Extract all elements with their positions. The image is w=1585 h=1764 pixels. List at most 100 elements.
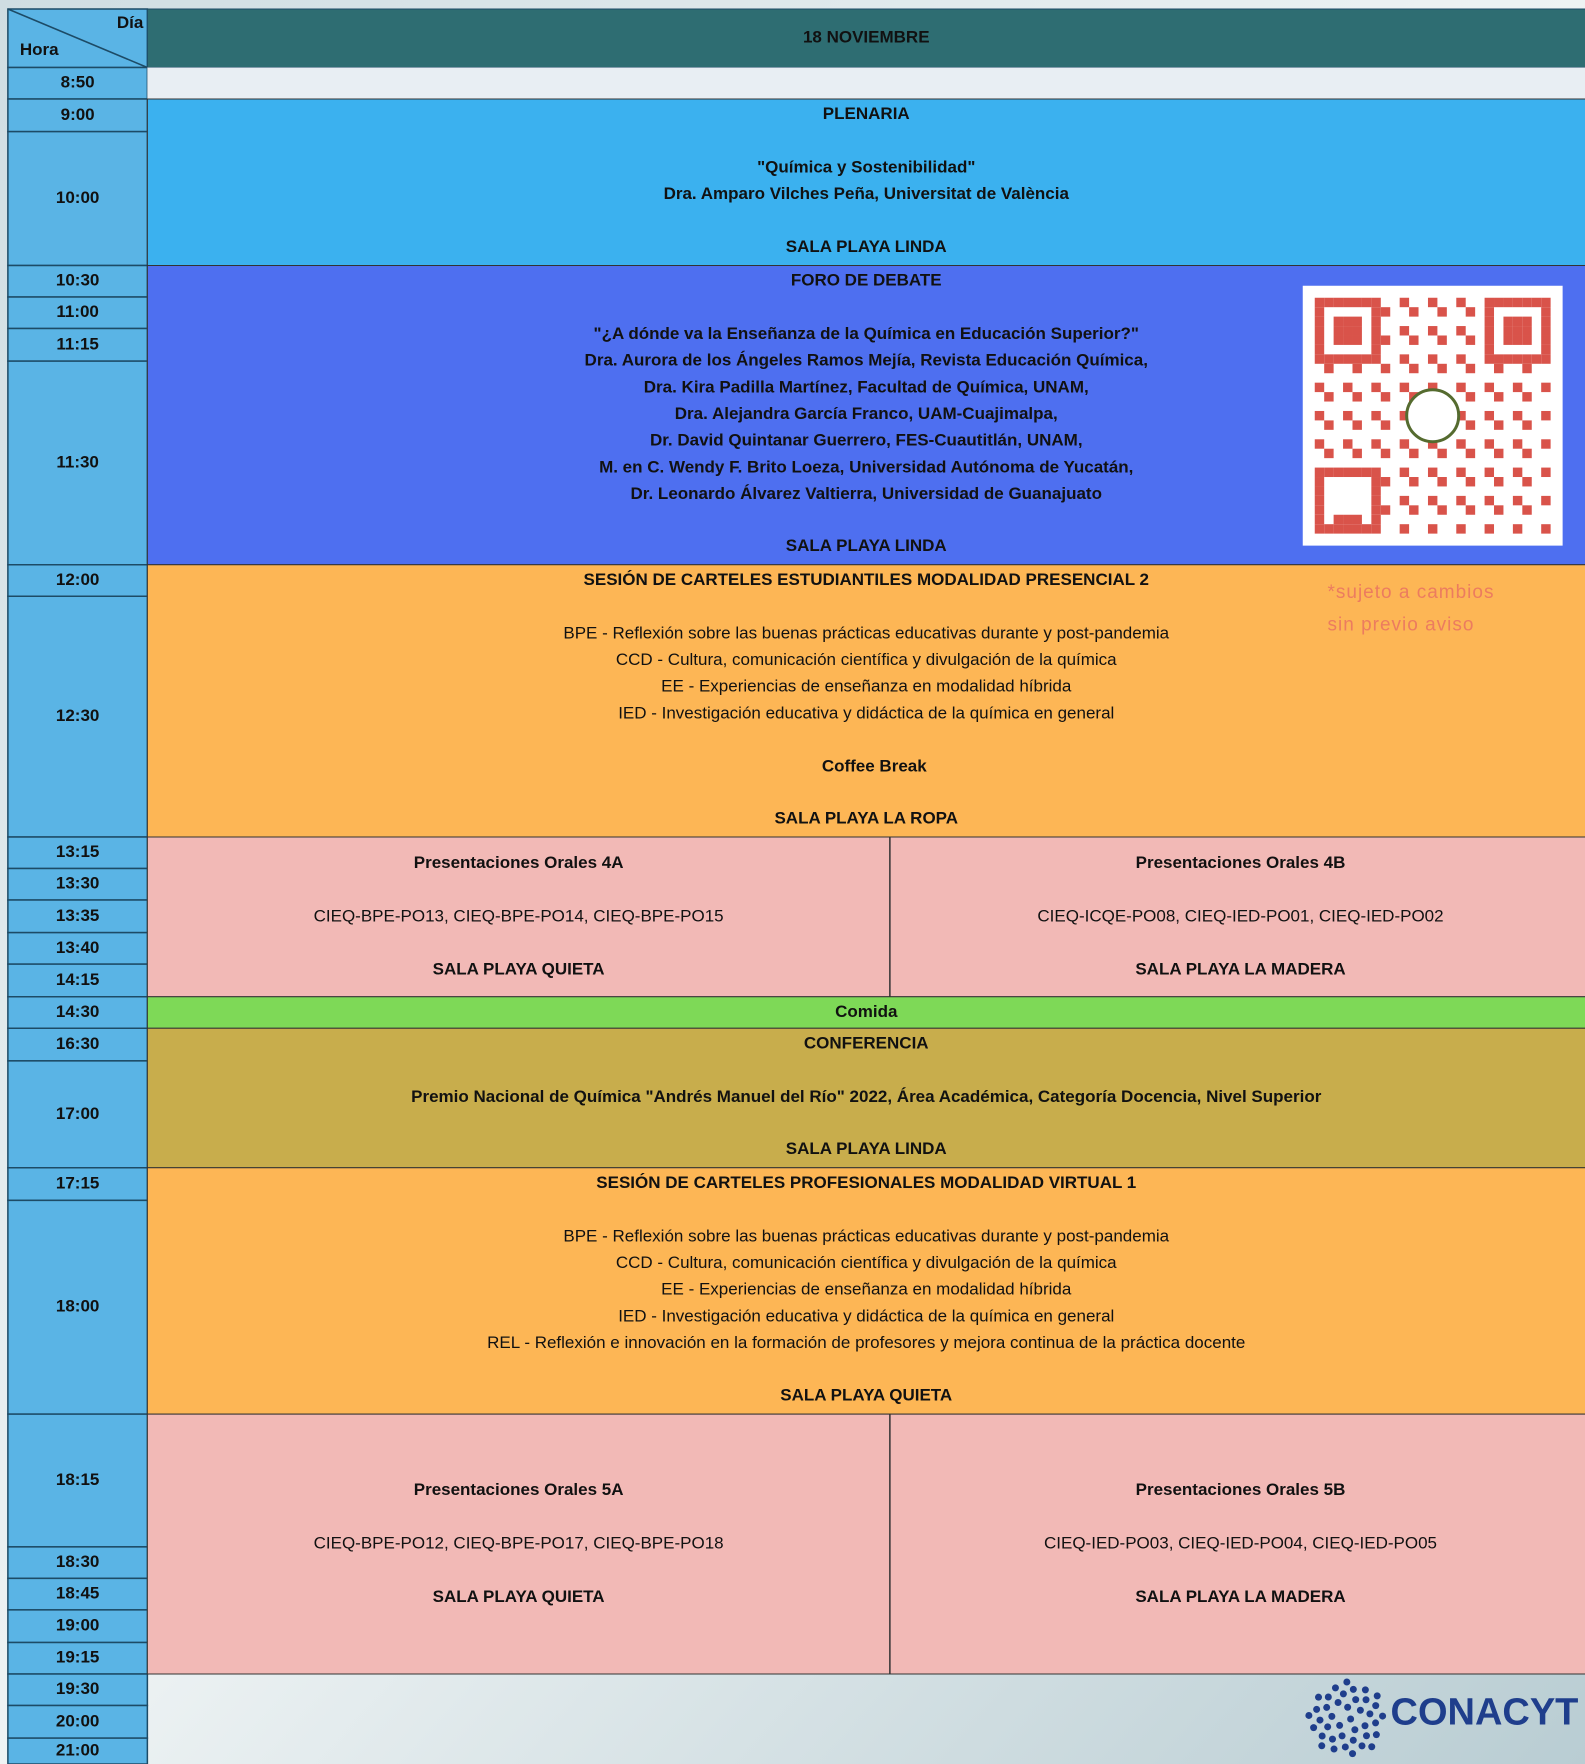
qr-module bbox=[1465, 335, 1476, 345]
qr-module bbox=[1427, 467, 1438, 478]
qr-module bbox=[1361, 467, 1372, 478]
qr-module bbox=[1503, 297, 1513, 308]
qr-module bbox=[1333, 467, 1344, 478]
logo-dot bbox=[1328, 1712, 1336, 1720]
qr-module bbox=[1465, 477, 1476, 487]
time-label: 18:15 bbox=[56, 1470, 99, 1489]
time-label: 20:00 bbox=[56, 1711, 99, 1730]
qr-module bbox=[1541, 326, 1551, 336]
empty-row bbox=[147, 67, 1585, 99]
time-label: 12:00 bbox=[56, 570, 99, 589]
qr-module bbox=[1371, 486, 1381, 496]
qr-module bbox=[1314, 486, 1325, 496]
time-label: 11:00 bbox=[56, 302, 99, 321]
qr-module bbox=[1380, 363, 1391, 374]
session-codes: CIEQ-ICQE-PO08, CIEQ-IED-PO01, CIEQ-IED-… bbox=[1037, 906, 1443, 925]
session-title: SESIÓN DE CARTELES ESTUDIANTILES MODALID… bbox=[584, 570, 1149, 589]
qr-module bbox=[1409, 335, 1419, 345]
qr-module bbox=[1456, 467, 1466, 478]
qr-module bbox=[1324, 363, 1334, 374]
logo-dot bbox=[1341, 1743, 1349, 1751]
session-title: FORO DE DEBATE bbox=[791, 271, 942, 290]
qr-module bbox=[1456, 495, 1466, 506]
qr-module bbox=[1541, 524, 1551, 534]
logo-dot bbox=[1324, 1723, 1332, 1731]
qr-module bbox=[1343, 316, 1353, 327]
qr-module bbox=[1465, 363, 1476, 374]
logo-dot bbox=[1347, 1715, 1355, 1723]
time-label: 13:15 bbox=[56, 842, 99, 861]
qr-module bbox=[1503, 316, 1513, 327]
qr-module bbox=[1512, 382, 1523, 393]
logo-dot bbox=[1331, 1684, 1339, 1692]
qr-module bbox=[1484, 354, 1495, 364]
qr-module bbox=[1541, 316, 1551, 327]
logo-dot bbox=[1349, 1736, 1357, 1744]
session-codes: CIEQ-BPE-PO13, CIEQ-BPE-PO14, CIEQ-BPE-P… bbox=[314, 906, 724, 925]
logo-dot bbox=[1328, 1735, 1336, 1743]
qr-module bbox=[1484, 467, 1495, 478]
logo-dot bbox=[1368, 1743, 1376, 1751]
session-room: SALA PLAYA LA MADERA bbox=[1135, 1587, 1345, 1606]
logo-dot bbox=[1361, 1722, 1369, 1730]
qr-module bbox=[1456, 354, 1466, 364]
qr-module bbox=[1380, 420, 1391, 430]
qr-module bbox=[1494, 505, 1504, 515]
qr-module bbox=[1484, 524, 1495, 534]
session-room: SALA PLAYA QUIETA bbox=[433, 1587, 605, 1606]
logo-dot bbox=[1323, 1703, 1331, 1711]
qr-module bbox=[1324, 467, 1334, 478]
qr-module bbox=[1352, 354, 1362, 364]
time-cell bbox=[7, 996, 149, 1029]
session-line: BPE - Reflexión sobre las buenas práctic… bbox=[563, 623, 1169, 642]
qr-module bbox=[1314, 354, 1325, 364]
qr-module bbox=[1380, 392, 1391, 402]
qr-module bbox=[1324, 524, 1334, 534]
qr-module bbox=[1314, 307, 1325, 317]
qr-module bbox=[1409, 505, 1419, 515]
session-line: Dra. Amparo Vilches Peña, Universitat de… bbox=[664, 184, 1070, 203]
time-label: 18:45 bbox=[56, 1584, 99, 1603]
qr-module bbox=[1512, 335, 1523, 345]
logo-dot bbox=[1318, 1732, 1326, 1740]
session-extra: Coffee Break bbox=[822, 757, 927, 776]
session-title: Presentaciones Orales 4A bbox=[414, 853, 624, 872]
qr-module bbox=[1409, 363, 1419, 374]
session-room: SALA PLAYA LINDA bbox=[786, 237, 947, 256]
time-label: 16:30 bbox=[56, 1034, 99, 1053]
qr-module bbox=[1324, 448, 1334, 459]
qr-module bbox=[1314, 477, 1325, 487]
time-cell bbox=[7, 1737, 149, 1764]
logo-dot bbox=[1334, 1699, 1342, 1707]
notice: sin previo aviso bbox=[1328, 615, 1475, 636]
qr-module bbox=[1522, 363, 1532, 374]
qr-module bbox=[1494, 363, 1504, 374]
session-room: SALA PLAYA LINDA bbox=[786, 536, 947, 555]
time-cell bbox=[7, 963, 149, 998]
session-line: Dr. David Quintanar Guerrero, FES-Cuauti… bbox=[650, 431, 1083, 450]
qr-module bbox=[1380, 307, 1391, 317]
qr-module bbox=[1324, 297, 1334, 308]
qr-module bbox=[1512, 410, 1523, 421]
qr-module bbox=[1503, 354, 1513, 364]
time-cell bbox=[7, 1704, 149, 1739]
time-cell bbox=[7, 1577, 149, 1611]
time-label: 18:30 bbox=[56, 1552, 99, 1571]
qr-module bbox=[1352, 524, 1362, 534]
qr-module bbox=[1343, 297, 1353, 308]
qr-module bbox=[1314, 344, 1325, 355]
qr-module bbox=[1352, 326, 1362, 336]
qr-module bbox=[1512, 439, 1523, 449]
time-label: 17:00 bbox=[56, 1104, 99, 1123]
session-title: CONFERENCIA bbox=[804, 1033, 929, 1052]
time-cell bbox=[7, 836, 149, 870]
qr-module bbox=[1427, 354, 1438, 364]
notice: *sujeto a cambios bbox=[1328, 582, 1495, 603]
logo-dot bbox=[1324, 1693, 1332, 1701]
qr-module bbox=[1399, 382, 1410, 393]
logo-dot bbox=[1318, 1742, 1326, 1750]
logo-dot bbox=[1343, 1678, 1351, 1686]
logo-dot bbox=[1349, 1750, 1357, 1758]
logo-dot bbox=[1351, 1726, 1359, 1734]
